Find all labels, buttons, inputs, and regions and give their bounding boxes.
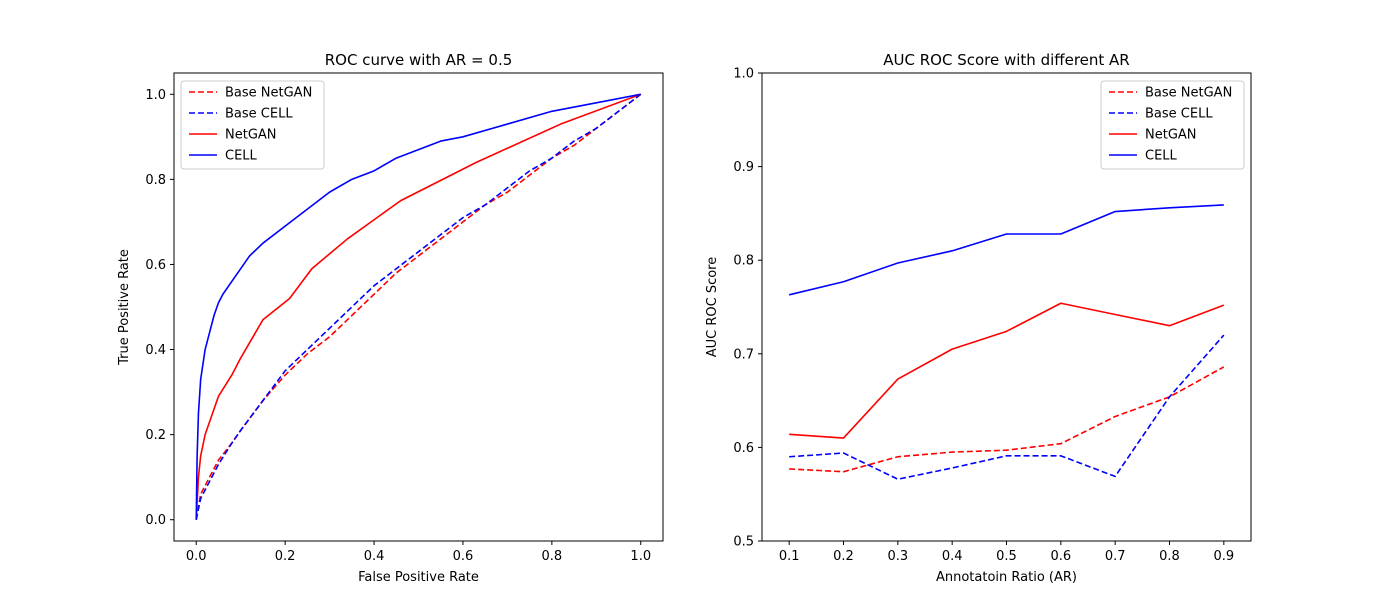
x-tick-label: 0.2 xyxy=(275,549,296,564)
y-axis-label: True Positive Rate xyxy=(117,249,132,366)
y-axis-label: AUC ROC Score xyxy=(705,257,720,358)
legend-label: CELL xyxy=(1145,149,1178,164)
legend: Base NetGAN Base CELL NetGAN CELL xyxy=(180,80,325,170)
y-tick-label: 0.6 xyxy=(733,441,754,456)
legend-label: CELL xyxy=(225,149,258,164)
plot-frame xyxy=(173,72,664,542)
chart-title: ROC curve with AR = 0.5 xyxy=(325,51,513,69)
y-tick-label: 0.7 xyxy=(733,347,754,362)
legend-label: NetGAN xyxy=(225,128,277,143)
y-tick-label: 0.6 xyxy=(145,258,166,273)
legend-label: Base NetGAN xyxy=(225,86,312,101)
x-tick-label: 0.4 xyxy=(942,549,963,564)
legend-label: Base NetGAN xyxy=(1145,86,1232,101)
series-lines xyxy=(788,204,1225,481)
legend-label: NetGAN xyxy=(1145,128,1197,143)
y-tick-label: 0.2 xyxy=(145,428,166,443)
legend-label: Base CELL xyxy=(1145,107,1213,122)
x-tick-label: 0.5 xyxy=(996,549,1017,564)
series-line-cell xyxy=(788,204,1224,296)
series-lines xyxy=(195,93,642,520)
legend-box xyxy=(1100,80,1245,170)
x-axis-label: False Positive Rate xyxy=(358,570,479,585)
x-axis-label: Annotatoin Ratio (AR) xyxy=(936,570,1077,585)
x-tick-label: 1.0 xyxy=(630,549,651,564)
legend-label: Base CELL xyxy=(225,107,293,122)
legend: Base NetGAN Base CELL NetGAN CELL xyxy=(1100,80,1245,170)
x-tick-label: 0.8 xyxy=(1159,549,1180,564)
y-tick-label: 0.4 xyxy=(145,343,166,358)
x-tick-label: 0.7 xyxy=(1105,549,1126,564)
y-tick-label: 0.5 xyxy=(733,535,754,550)
series-line-base-cell xyxy=(789,334,1225,481)
x-tick-label: 0.1 xyxy=(779,549,800,564)
roc-curve-chart: ROC curve with AR = 0.5 0.0 0.2 0.4 0.6 0.8 1.… xyxy=(117,51,664,585)
x-tick-label: 0.8 xyxy=(542,549,563,564)
y-tick-label: 0.0 xyxy=(145,513,166,528)
legend-box xyxy=(180,80,325,170)
x-tick-label: 0.4 xyxy=(364,549,385,564)
series-line-netgan xyxy=(195,93,642,520)
x-tick-label: 0.0 xyxy=(186,549,207,564)
x-tick-label: 0.6 xyxy=(453,549,474,564)
y-tick-label: 1.0 xyxy=(145,88,166,103)
auc-score-chart: AUC ROC Score with different AR 0.1 0.2 0.3… xyxy=(705,51,1252,585)
series-line-base-netgan xyxy=(789,366,1225,473)
series-line-cell xyxy=(195,93,641,520)
x-tick-label: 0.9 xyxy=(1213,549,1234,564)
y-tick-label: 0.8 xyxy=(145,173,166,188)
series-line-base-cell xyxy=(195,93,642,520)
x-tick-label: 0.2 xyxy=(833,549,854,564)
series-line-netgan xyxy=(789,302,1225,439)
y-tick-label: 1.0 xyxy=(733,67,754,82)
y-tick-label: 0.9 xyxy=(733,160,754,175)
x-tick-label: 0.3 xyxy=(887,549,908,564)
y-tick-label: 0.8 xyxy=(733,254,754,269)
x-tick-label: 0.6 xyxy=(1050,549,1071,564)
chart-title: AUC ROC Score with different AR xyxy=(883,51,1129,69)
